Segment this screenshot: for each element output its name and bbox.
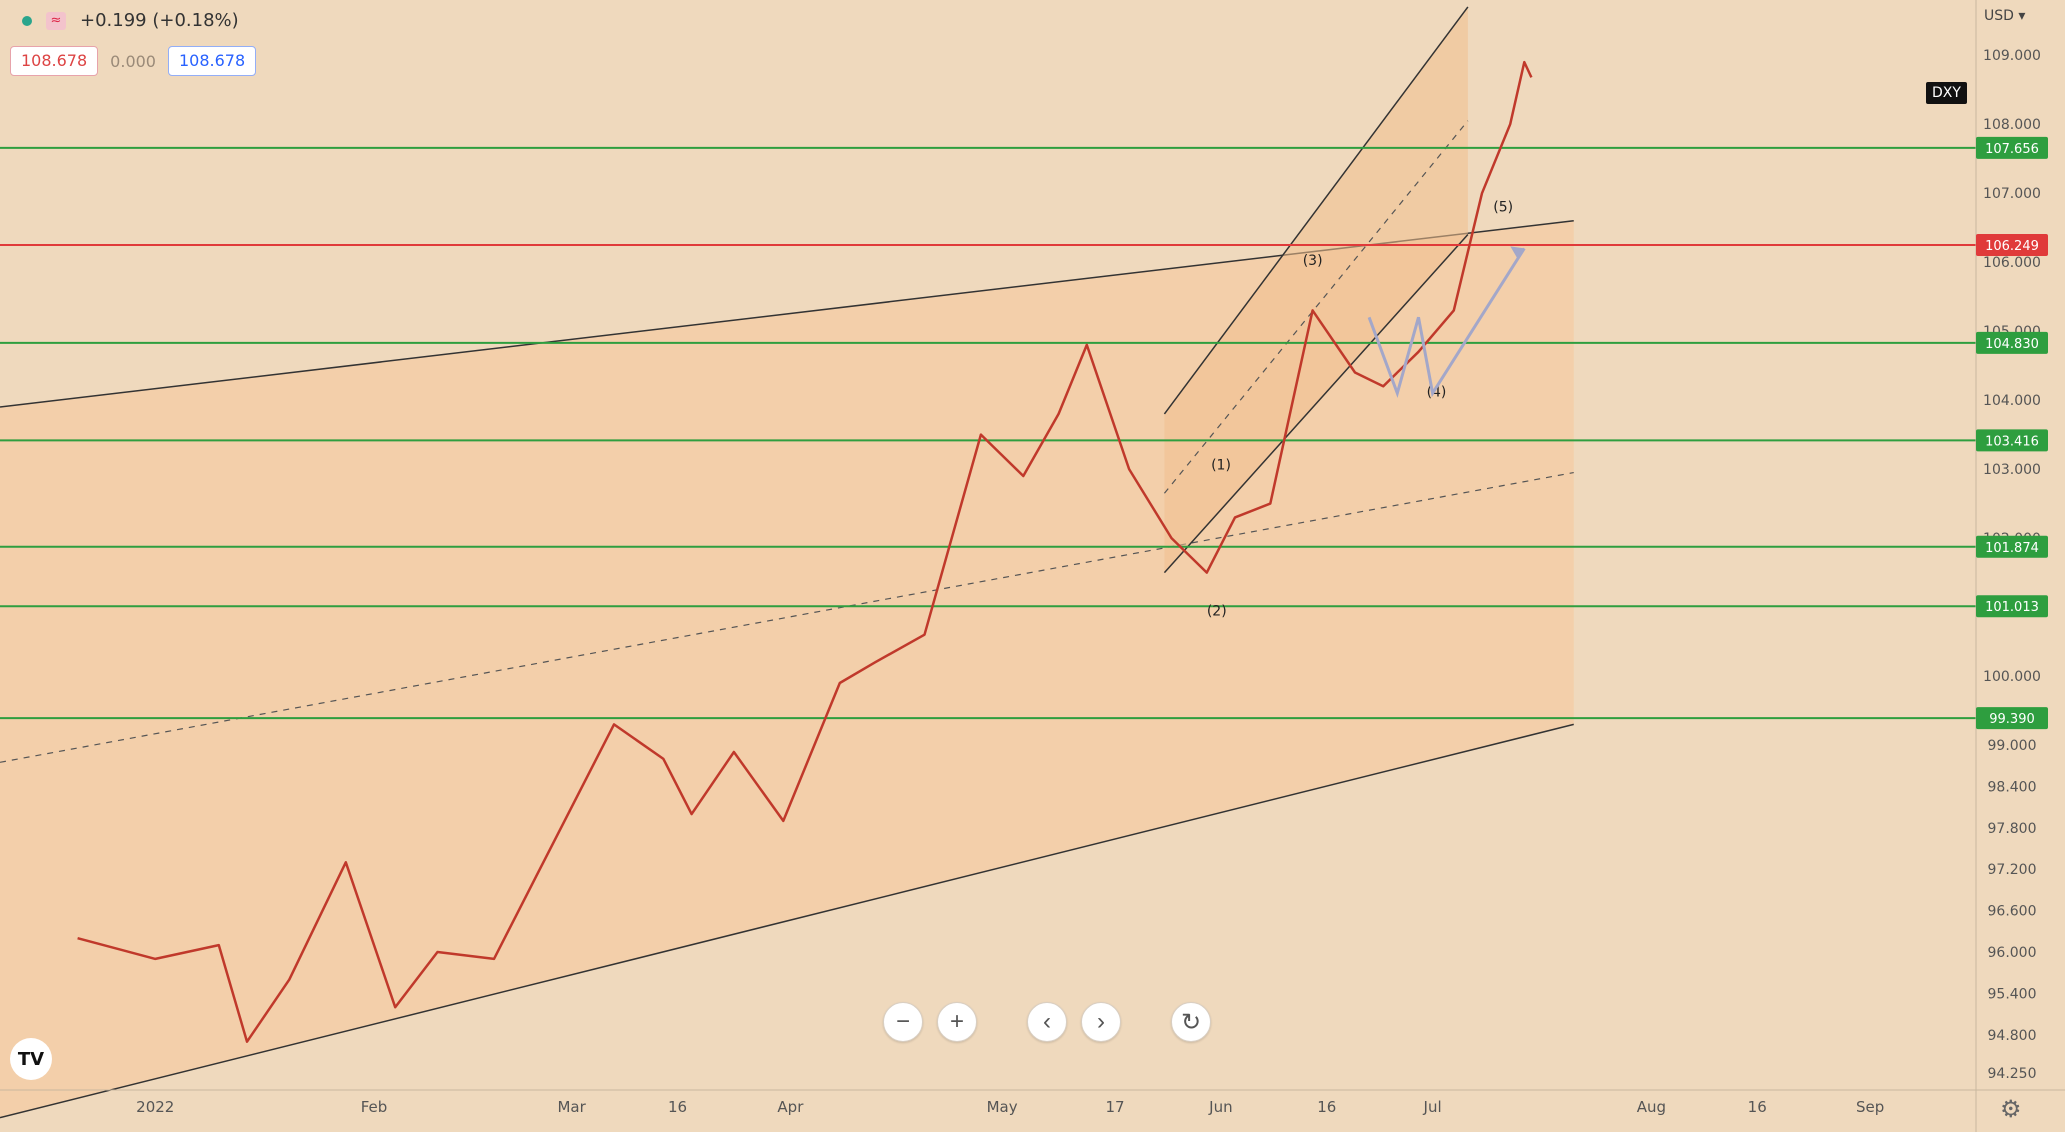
x-tick-3: 16 bbox=[668, 1098, 687, 1116]
x-tick-0: 2022 bbox=[136, 1098, 174, 1116]
y-tick-17: 94.800 bbox=[1988, 1028, 2037, 1044]
chevron-down-icon: ▾ bbox=[2018, 8, 2026, 24]
currency-selector[interactable]: USD ▾ bbox=[1984, 8, 2025, 24]
wave-label-1: (2) bbox=[1207, 603, 1227, 619]
level-tag-4 bbox=[1976, 535, 2048, 558]
y-tick-6: 103.000 bbox=[1983, 462, 2041, 478]
scroll-right-button[interactable]: › bbox=[1081, 1002, 1121, 1042]
level-layer bbox=[0, 146, 1976, 720]
x-tick-9: Jul bbox=[1423, 1098, 1442, 1116]
x-tick-6: 17 bbox=[1105, 1098, 1124, 1116]
reset-chart-button[interactable]: ↻ bbox=[1171, 1002, 1211, 1042]
projection-path bbox=[1367, 247, 1526, 399]
y-tick-12: 97.800 bbox=[1988, 821, 2037, 837]
y-tick-9: 100.000 bbox=[1983, 669, 2041, 685]
level-tag-2 bbox=[1976, 331, 2048, 354]
main-channel-lower-line[interactable] bbox=[0, 723, 1574, 1119]
y-tick-3: 106.000 bbox=[1983, 255, 2041, 271]
level-tag-6 bbox=[1976, 707, 2048, 730]
y-tick-16: 95.400 bbox=[1988, 986, 2037, 1002]
y-tick-14: 96.600 bbox=[1988, 904, 2037, 920]
y-tick-15: 96.000 bbox=[1988, 945, 2037, 961]
buy-price[interactable]: 108.678 bbox=[167, 46, 257, 76]
x-tick-12: Sep bbox=[1856, 1098, 1884, 1116]
price-change: +0.199 (+0.18%) bbox=[80, 10, 239, 31]
level-label-4: 101.874 bbox=[1985, 541, 2039, 556]
y-tick-13: 97.200 bbox=[1988, 862, 2037, 878]
x-tick-7: Jun bbox=[1208, 1098, 1232, 1116]
level-tag-0 bbox=[1976, 136, 2048, 159]
x-tick-11: 16 bbox=[1748, 1098, 1767, 1116]
y-tick-11: 98.400 bbox=[1988, 779, 2037, 795]
projection-arrow-icon bbox=[1510, 246, 1525, 259]
price-row: 108.678 0.000 108.678 bbox=[10, 46, 257, 76]
x-tick-4: Apr bbox=[777, 1098, 804, 1116]
sell-price[interactable]: 108.678 bbox=[10, 46, 99, 76]
zoom-toolbar: − + ‹ › ↻ bbox=[883, 1002, 1211, 1042]
y-tick-18: 94.250 bbox=[1988, 1066, 2037, 1082]
y-tick-0: 109.000 bbox=[1983, 48, 2041, 64]
toolbar-gap-2 bbox=[1135, 1002, 1157, 1042]
wave-channel-lower-line[interactable] bbox=[1163, 234, 1469, 574]
x-tick-2: Mar bbox=[557, 1098, 586, 1116]
level-label-6: 99.390 bbox=[1989, 712, 2035, 727]
price-series-layer bbox=[77, 60, 1533, 1043]
y-tick-2: 107.000 bbox=[1983, 186, 2041, 202]
y-tick-1: 108.000 bbox=[1983, 117, 2041, 133]
status-dot-icon bbox=[22, 15, 32, 26]
level-label-3: 103.416 bbox=[1985, 434, 2039, 449]
level-tags: 107.656 106.249 104.830 103.416 101.874 101.0… bbox=[1976, 136, 2048, 730]
level-tag-3 bbox=[1976, 429, 2048, 452]
level-label-0: 107.656 bbox=[1985, 142, 2039, 157]
currency-label: USD bbox=[1984, 8, 2014, 24]
wave-channel-upper-line[interactable] bbox=[1163, 6, 1469, 415]
level-label-5: 101.013 bbox=[1985, 600, 2039, 615]
price-line[interactable] bbox=[77, 60, 1533, 1043]
zoom-in-button[interactable]: + bbox=[937, 1002, 977, 1042]
y-tick-10: 99.000 bbox=[1988, 738, 2037, 754]
legend: ≈ +0.199 (+0.18%) bbox=[22, 10, 239, 31]
wave-channel-median-line bbox=[1163, 120, 1469, 494]
gear-icon[interactable]: ⚙ bbox=[2000, 1095, 2022, 1123]
x-tick-5: May bbox=[987, 1098, 1018, 1116]
spread-value: 0.000 bbox=[110, 51, 156, 71]
scroll-left-button[interactable]: ‹ bbox=[1027, 1002, 1067, 1042]
zoom-out-button[interactable]: − bbox=[883, 1002, 923, 1042]
tradingview-logo-icon[interactable]: TV bbox=[10, 1038, 52, 1080]
time-axis[interactable]: 2022 Feb Mar 16 Apr May 17 Jun 16 Jul Aug 16 Sep bbox=[136, 1098, 1884, 1116]
level-label-2: 104.830 bbox=[1985, 337, 2039, 352]
x-tick-1: Feb bbox=[361, 1098, 388, 1116]
main-channel-median-line bbox=[0, 471, 1574, 763]
y-tick-5: 104.000 bbox=[1983, 393, 2041, 409]
wave-label-4: (5) bbox=[1493, 200, 1513, 216]
wave-label-0: (1) bbox=[1211, 457, 1231, 473]
waves-icon[interactable]: ≈ bbox=[46, 11, 66, 30]
wave-layer: (1)(2)(3)(4)(5) bbox=[1207, 200, 1526, 619]
wave-label-2: (3) bbox=[1303, 253, 1323, 269]
toolbar-gap bbox=[991, 1002, 1013, 1042]
level-tag-5 bbox=[1976, 595, 2048, 618]
x-tick-8: 16 bbox=[1317, 1098, 1336, 1116]
level-tag-1 bbox=[1976, 233, 2048, 256]
level-label-1: 106.249 bbox=[1985, 239, 2039, 254]
symbol-tag: DXY bbox=[1926, 82, 1967, 104]
x-tick-10: Aug bbox=[1637, 1098, 1666, 1116]
